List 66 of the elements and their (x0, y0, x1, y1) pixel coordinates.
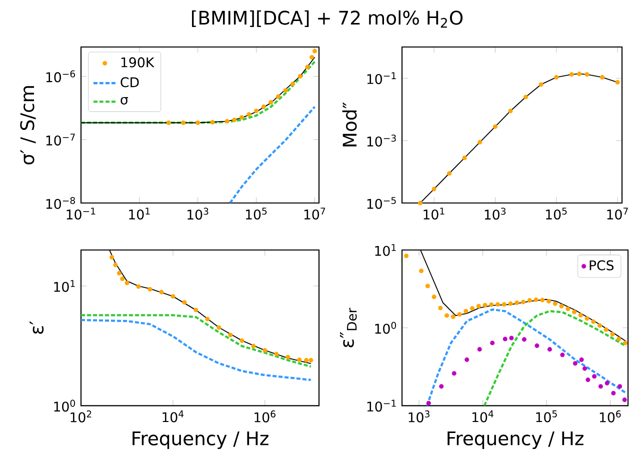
y-tick-label: 10$^{−1}$ (367, 400, 396, 412)
point (274, 352, 279, 356)
point (194, 308, 198, 312)
point (283, 88, 288, 92)
point (240, 338, 244, 343)
point (290, 81, 296, 86)
point (124, 280, 130, 286)
point (232, 117, 237, 122)
x-tick-label: 10$^{3}$ (484, 207, 506, 220)
x-tick-label: 10$^{4}$ (472, 410, 494, 422)
y-tick-label: 10$^{1}$ (375, 244, 396, 256)
y-tick-label: 10$^{−8}$ (46, 196, 75, 209)
point (251, 344, 256, 348)
x-tick-label: 10$^{2}$ (70, 410, 92, 422)
x-axis-title: Frequency / Hz (448, 431, 584, 449)
point (228, 332, 233, 338)
point (224, 118, 230, 124)
x-tick-label: 10$^{3}$ (188, 208, 208, 220)
x-tick-label: 10$^{4}$ (162, 410, 184, 422)
legend-label: 190K (121, 57, 154, 68)
point (305, 64, 310, 70)
x-tick-label: 10$^{3}$ (408, 410, 430, 422)
legend-label: PCS (590, 260, 614, 270)
y-axis-title: ε′ (30, 320, 44, 334)
chart-title: [BMIM][DCA] + 72 mol% H$_{2}$O (192, 10, 463, 28)
y-tick-label: 10$^{0}$ (375, 322, 396, 334)
x-tick-label: 10$^{6}$ (254, 410, 276, 422)
y-tick-label: 10$^{−1}$ (367, 72, 396, 84)
y-axis-title: Mod″ (342, 102, 357, 146)
point (136, 284, 141, 289)
y-tick-label: 10$^{−3}$ (367, 134, 396, 146)
legend-label: σ (120, 96, 128, 104)
x-tick-label: 10$^{7}$ (304, 208, 326, 220)
x-tick-label: 10$^{5}$ (536, 410, 557, 422)
x-tick-label: 10$^{1}$ (129, 208, 150, 220)
point (148, 286, 152, 292)
y-tick-label: 10$^{−7}$ (46, 134, 75, 146)
point (239, 114, 244, 120)
x-tick-label: 10$^{5}$ (546, 208, 567, 220)
x-axis-title: Frequency / Hz (132, 431, 268, 449)
point (297, 357, 302, 362)
point (246, 112, 252, 116)
point (182, 300, 187, 304)
x-tick-label: 10$^{6}$ (600, 410, 621, 422)
y-tick-label: 10$^{1}$ (54, 280, 75, 292)
point (216, 325, 222, 330)
point (170, 294, 176, 298)
y-axis-title: ε″$_{Der}$ (340, 308, 357, 348)
point (254, 108, 259, 113)
point (268, 100, 274, 104)
point (159, 290, 164, 294)
y-tick-label: 10$^{−5}$ (367, 196, 396, 209)
point (205, 316, 210, 322)
point (261, 104, 266, 109)
y-tick-label: 10$^{0}$ (54, 400, 75, 412)
point (262, 348, 268, 352)
y-tick-label: 10$^{−6}$ (46, 70, 76, 82)
y-axis-title: σ′ / S/cm (20, 86, 36, 164)
point (298, 74, 302, 78)
x-tick-label: 10$^{7}$ (607, 208, 628, 220)
x-tick-label: 10$^{5}$ (246, 208, 267, 220)
legend-label: CD (120, 76, 139, 88)
x-tick-label: 10$^{−1}$ (66, 208, 96, 220)
point (276, 94, 280, 99)
point (286, 354, 290, 360)
x-tick-label: 10$^{1}$ (424, 208, 444, 220)
